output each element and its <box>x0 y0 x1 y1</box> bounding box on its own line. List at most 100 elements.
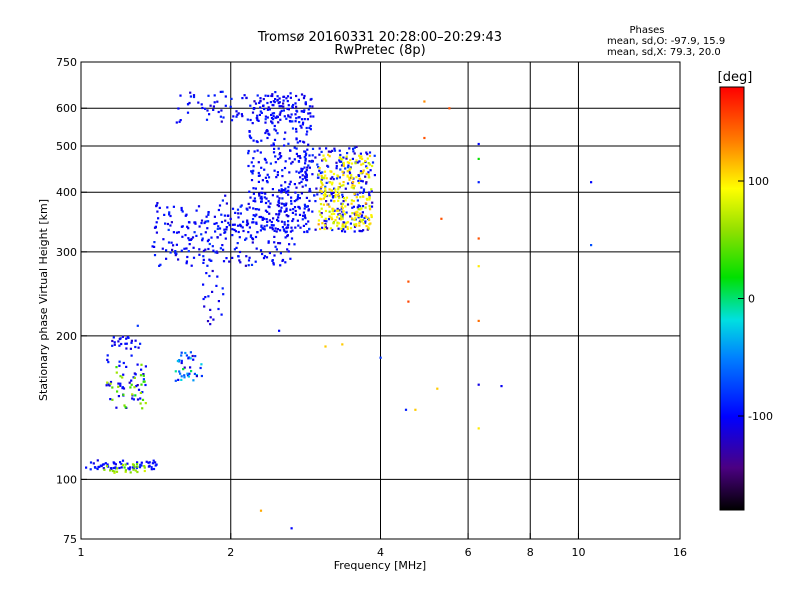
data-point <box>349 166 352 169</box>
data-point <box>260 200 263 203</box>
data-point <box>290 196 293 199</box>
data-point <box>307 108 310 111</box>
data-point <box>288 243 291 246</box>
data-point <box>251 172 254 175</box>
data-point <box>314 200 317 203</box>
data-point <box>140 368 143 371</box>
data-point <box>257 208 261 211</box>
data-point <box>217 208 220 212</box>
data-point <box>246 221 249 224</box>
data-point <box>364 220 367 223</box>
data-point <box>122 393 125 396</box>
data-point <box>348 161 351 164</box>
data-point <box>262 98 265 101</box>
data-point <box>111 398 114 401</box>
data-point <box>291 219 294 223</box>
data-point <box>277 201 280 204</box>
data-point <box>260 166 263 169</box>
data-point <box>269 226 272 229</box>
data-point <box>322 158 325 161</box>
data-point <box>276 228 279 231</box>
data-point <box>328 215 331 218</box>
data-point <box>147 461 150 464</box>
data-point <box>154 226 157 229</box>
data-point <box>351 206 354 209</box>
data-point <box>119 461 122 464</box>
data-point <box>320 186 323 189</box>
data-point <box>215 250 218 253</box>
data-point <box>477 237 480 240</box>
data-point <box>216 227 219 230</box>
data-point <box>279 156 282 159</box>
data-point <box>273 138 277 141</box>
data-point <box>298 182 301 185</box>
data-point <box>297 98 300 101</box>
data-point <box>159 263 162 266</box>
data-point <box>346 226 349 229</box>
data-point <box>170 241 173 244</box>
data-point <box>293 158 296 161</box>
data-point <box>370 190 373 193</box>
data-point <box>362 169 365 172</box>
data-point <box>263 168 266 171</box>
data-point <box>309 112 312 115</box>
data-point <box>269 202 272 205</box>
data-point <box>305 169 308 172</box>
data-point <box>320 174 323 178</box>
data-point <box>183 247 186 250</box>
data-point <box>360 214 364 217</box>
data-point <box>350 186 353 189</box>
data-point <box>347 164 350 167</box>
data-point <box>349 215 352 218</box>
data-point <box>271 93 274 96</box>
data-point <box>448 107 451 110</box>
data-point <box>303 150 306 153</box>
data-point <box>267 94 270 97</box>
data-point <box>271 112 274 115</box>
data-point <box>140 363 143 366</box>
data-point <box>206 240 209 243</box>
data-point <box>239 205 242 208</box>
data-point <box>204 231 207 234</box>
data-point <box>191 354 194 358</box>
data-point <box>350 162 354 165</box>
data-point <box>235 115 238 118</box>
data-point <box>295 170 298 173</box>
data-point <box>180 354 183 357</box>
data-point <box>344 199 347 202</box>
data-point <box>221 287 224 290</box>
data-point <box>324 217 327 220</box>
data-point <box>122 361 125 365</box>
data-point <box>414 408 417 411</box>
data-point <box>322 203 325 206</box>
data-point <box>289 230 292 233</box>
data-point <box>291 211 294 214</box>
data-point <box>300 180 303 183</box>
data-point <box>326 203 329 206</box>
data-point <box>326 227 329 230</box>
data-point <box>128 468 131 471</box>
data-point <box>179 372 182 375</box>
data-point <box>126 462 129 465</box>
data-point <box>207 238 210 241</box>
data-point <box>342 163 345 166</box>
data-point <box>477 157 480 160</box>
data-point <box>477 319 480 322</box>
data-point <box>336 207 339 210</box>
data-point <box>208 242 211 246</box>
data-point <box>336 209 339 212</box>
data-point <box>342 164 345 167</box>
data-point <box>274 161 277 164</box>
data-point <box>121 376 124 379</box>
data-point <box>258 113 261 116</box>
data-point <box>227 214 230 217</box>
data-point <box>242 229 245 233</box>
data-point <box>367 176 370 179</box>
data-point <box>140 383 143 386</box>
data-point <box>306 118 309 121</box>
data-point <box>283 223 286 226</box>
data-point <box>258 174 261 177</box>
data-point <box>115 371 118 374</box>
data-point <box>318 210 321 213</box>
data-point <box>224 237 227 240</box>
